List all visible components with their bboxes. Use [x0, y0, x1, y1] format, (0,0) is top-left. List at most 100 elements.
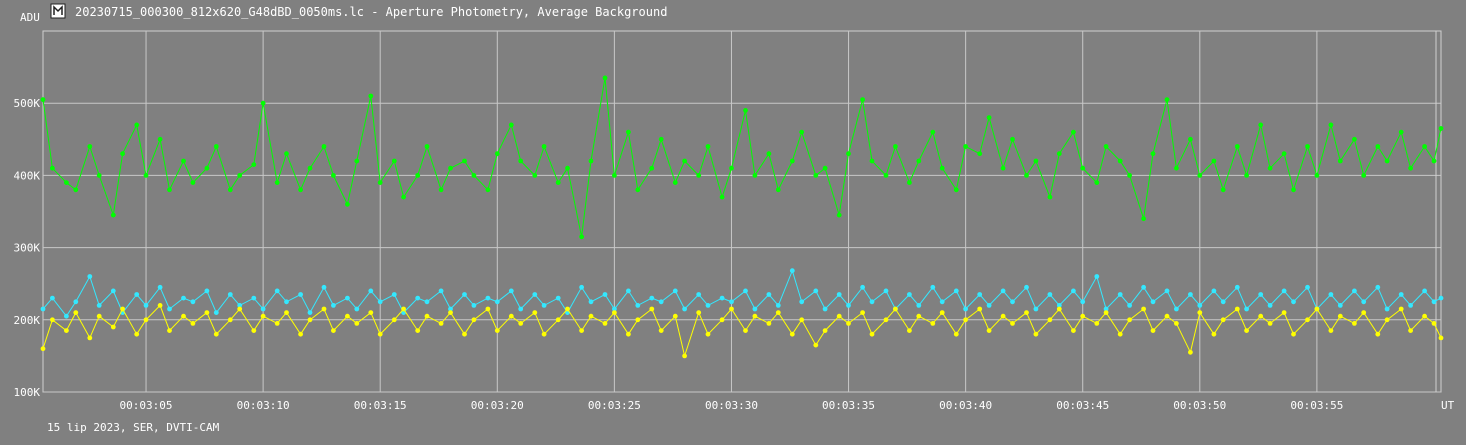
data-point [541, 303, 547, 308]
data-point [1010, 136, 1015, 142]
data-point [555, 295, 561, 301]
data-point [635, 303, 641, 308]
data-point [682, 306, 687, 312]
data-point [649, 295, 655, 301]
data-point [1258, 313, 1264, 319]
data-point [775, 310, 781, 315]
data-point [532, 173, 538, 178]
data-point [579, 234, 584, 240]
data-point [1094, 274, 1100, 279]
data-point [869, 158, 875, 164]
data-point [190, 321, 196, 326]
data-point [1398, 292, 1404, 297]
data-point [860, 284, 865, 290]
data-point [237, 173, 243, 178]
data-point [213, 144, 219, 149]
data-point [963, 317, 968, 323]
data-point [602, 321, 608, 326]
data-point [953, 288, 959, 294]
data-point [775, 187, 781, 193]
data-point [1375, 284, 1381, 290]
data-point [1337, 158, 1343, 164]
data-point [813, 342, 819, 348]
data-point [953, 187, 959, 193]
x-tick-label: 00:03:05 [120, 399, 173, 412]
grid [42, 30, 1442, 393]
data-point [120, 151, 125, 157]
data-point [696, 173, 702, 178]
data-point [213, 310, 219, 315]
data-point [1431, 321, 1437, 326]
data-point [1408, 328, 1413, 333]
data-point [87, 144, 93, 149]
data-point [846, 303, 851, 308]
data-point [672, 313, 678, 319]
data-point [251, 328, 257, 333]
data-point [1127, 173, 1132, 178]
data-point [157, 136, 163, 142]
data-point [1174, 165, 1179, 171]
data-point [1384, 306, 1390, 312]
data-point [227, 292, 233, 297]
data-point [1174, 306, 1179, 312]
data-point [321, 306, 327, 312]
data-point [260, 306, 266, 312]
data-point [204, 165, 210, 171]
data-point [1071, 328, 1076, 333]
data-point [986, 303, 992, 308]
data-point [766, 321, 772, 326]
data-point [354, 306, 360, 312]
data-point [494, 328, 500, 333]
data-point [813, 288, 819, 294]
data-point [789, 158, 795, 164]
data-point [626, 288, 631, 294]
data-point [555, 317, 561, 323]
data-point [1234, 306, 1240, 312]
data-point [110, 324, 116, 330]
title-bar: 20230715_000300_812x620_G48dBD_0050ms.lc… [50, 3, 667, 19]
x-tick-label: 00:03:45 [1056, 399, 1109, 412]
data-point [1431, 158, 1437, 164]
data-point [368, 288, 374, 294]
data-point [672, 180, 678, 186]
x-tick-label: 00:03:30 [705, 399, 758, 412]
data-point [635, 187, 641, 193]
y-tick-label: 200K [14, 314, 41, 327]
data-point [588, 313, 594, 319]
data-point [298, 187, 303, 193]
data-point [73, 310, 79, 315]
data-point [836, 212, 842, 218]
data-point [508, 288, 514, 294]
data-point [986, 115, 992, 120]
data-point [518, 306, 524, 312]
data-point [298, 331, 303, 337]
data-point [1117, 331, 1123, 337]
data-point [213, 331, 219, 337]
data-point [893, 306, 898, 312]
data-point [307, 310, 313, 315]
data-point [1000, 313, 1006, 319]
data-point [1291, 187, 1296, 193]
data-point [555, 180, 561, 186]
data-point [485, 306, 491, 312]
data-point [260, 313, 266, 319]
data-point [64, 313, 69, 319]
data-point [134, 122, 140, 128]
data-point [883, 173, 889, 178]
data-point [1305, 317, 1310, 323]
data-point [1337, 313, 1343, 319]
data-point [766, 151, 772, 157]
data-point [190, 299, 196, 305]
data-point [1197, 173, 1203, 178]
data-point [743, 108, 748, 113]
data-point [916, 158, 922, 164]
data-point [1384, 317, 1390, 323]
data-point [167, 328, 172, 333]
data-point [1211, 288, 1217, 294]
series-3 [40, 303, 1444, 359]
data-point [939, 165, 945, 171]
data-point [40, 97, 46, 102]
data-point [1188, 292, 1193, 297]
y-tick-label: 400K [14, 169, 41, 182]
data-point [930, 129, 936, 135]
